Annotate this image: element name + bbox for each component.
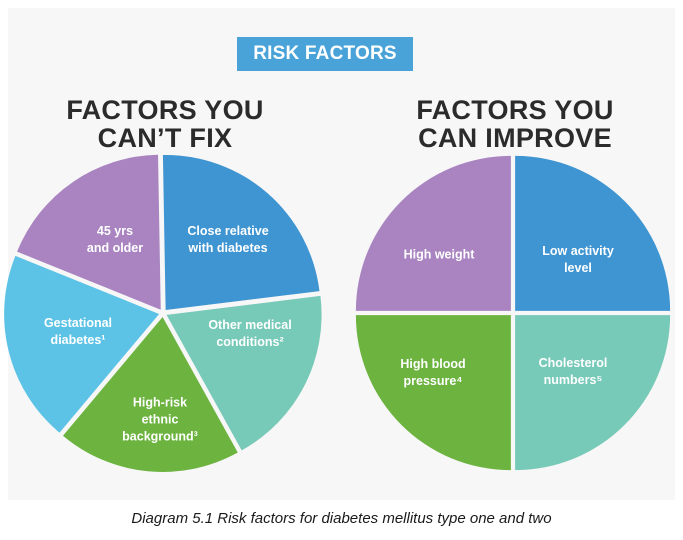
slice-cholesterol (515, 315, 671, 471)
label-low-activity: Low activity level (542, 244, 614, 275)
heading-cant-fix-line2: CAN’T FIX (97, 123, 233, 153)
slice-high-weight (355, 155, 511, 311)
risk-factors-banner: RISK FACTORS (237, 37, 413, 71)
slice-low-activity (515, 155, 671, 311)
label-high-weight: High weight (403, 247, 475, 262)
label-high-blood-pressure: High blood pressure⁴ (400, 357, 466, 388)
label-cholesterol: Cholesterol numbers⁵ (538, 356, 608, 387)
label-gestational: Gestational diabetes¹ (43, 316, 113, 347)
pie-cant-fix (4, 154, 322, 472)
heading-cant-fix: FACTORS YOU CAN’T FIX (40, 96, 290, 152)
figure-caption: Diagram 5.1 Risk factors for diabetes me… (131, 510, 552, 527)
pie-can-improve (355, 155, 671, 471)
slice-gestational (17, 154, 161, 310)
heading-can-improve-line1: FACTORS YOU (416, 95, 614, 125)
heading-can-improve: FACTORS YOU CAN IMPROVE (385, 96, 645, 152)
heading-can-improve-line2: CAN IMPROVE (418, 123, 612, 153)
slice-close-relative (166, 295, 322, 451)
slice-other-medical (62, 316, 238, 472)
label-other-medical: Other medical conditions² (208, 318, 292, 349)
label-45-yrs: 45 yrs and older (86, 224, 144, 255)
slice-ethnic-background (4, 255, 160, 433)
slice-high-blood-pressure (355, 315, 511, 471)
label-close-relative: Close relative with diabetes (187, 224, 269, 255)
slice-45-yrs (162, 154, 320, 310)
heading-cant-fix-line1: FACTORS YOU (66, 95, 264, 125)
label-ethnic-background: High-risk ethnic background³ (122, 395, 198, 444)
